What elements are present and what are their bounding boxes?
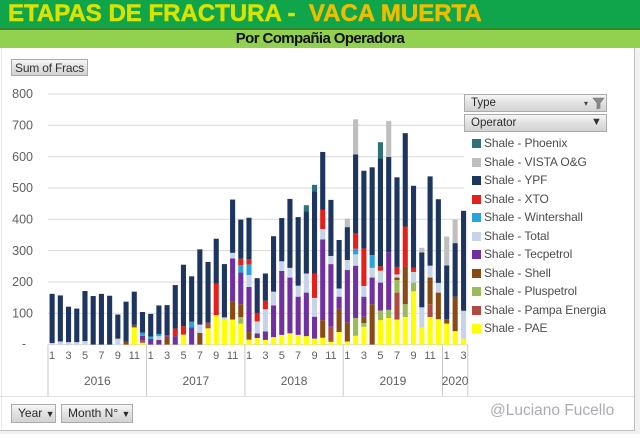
svg-text:7: 7 xyxy=(197,350,203,362)
svg-text:1: 1 xyxy=(344,350,350,362)
svg-text:1: 1 xyxy=(148,350,154,362)
svg-text:9: 9 xyxy=(213,350,219,362)
svg-text:2016: 2016 xyxy=(84,374,111,388)
svg-text:1: 1 xyxy=(49,350,55,362)
svg-text:3: 3 xyxy=(65,350,71,362)
svg-text:3: 3 xyxy=(262,350,268,362)
svg-text:2020: 2020 xyxy=(442,374,469,388)
svg-text:3: 3 xyxy=(361,350,367,362)
svg-text:9: 9 xyxy=(311,350,317,362)
svg-text:100: 100 xyxy=(12,307,33,321)
svg-text:11: 11 xyxy=(424,350,435,362)
svg-text:300: 300 xyxy=(12,244,33,258)
svg-text:7: 7 xyxy=(394,350,400,362)
svg-text:11: 11 xyxy=(227,350,238,362)
svg-text:7: 7 xyxy=(295,350,301,362)
svg-text:-: - xyxy=(22,337,26,351)
svg-text:2019: 2019 xyxy=(380,374,407,388)
svg-text:11: 11 xyxy=(129,350,140,362)
svg-text:5: 5 xyxy=(82,350,88,362)
svg-text:1: 1 xyxy=(444,350,450,362)
svg-text:2018: 2018 xyxy=(281,374,308,388)
svg-text:400: 400 xyxy=(12,213,33,227)
svg-text:800: 800 xyxy=(12,87,33,101)
svg-text:9: 9 xyxy=(115,350,121,362)
svg-text:11: 11 xyxy=(325,350,336,362)
svg-text:3: 3 xyxy=(461,350,467,362)
svg-text:500: 500 xyxy=(12,181,33,195)
svg-text:9: 9 xyxy=(410,350,416,362)
svg-text:7: 7 xyxy=(98,350,104,362)
svg-text:1: 1 xyxy=(246,350,252,362)
svg-text:3: 3 xyxy=(164,350,170,362)
svg-text:600: 600 xyxy=(12,150,33,164)
svg-text:5: 5 xyxy=(279,350,285,362)
svg-text:5: 5 xyxy=(377,350,383,362)
svg-text:5: 5 xyxy=(180,350,186,362)
svg-text:200: 200 xyxy=(12,275,33,289)
svg-text:700: 700 xyxy=(12,119,33,133)
svg-text:2017: 2017 xyxy=(182,374,209,388)
